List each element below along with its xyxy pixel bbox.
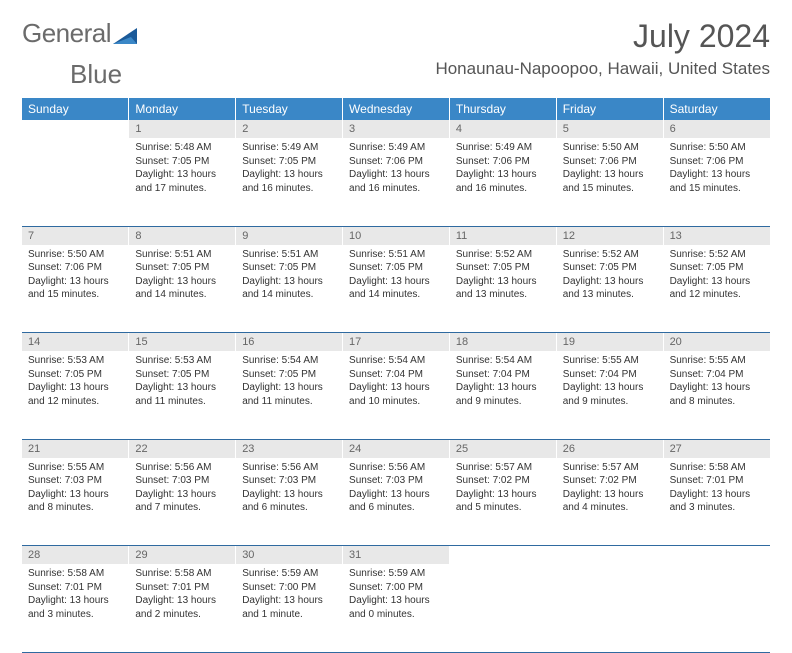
day-content-cell: Sunrise: 5:53 AMSunset: 7:05 PMDaylight:… <box>129 351 236 439</box>
day-number-cell: 16 <box>236 333 343 352</box>
day-number-cell: 4 <box>449 120 556 138</box>
day-number-cell: 11 <box>449 226 556 245</box>
day-number-cell <box>663 546 770 565</box>
day-content-cell: Sunrise: 5:49 AMSunset: 7:06 PMDaylight:… <box>449 138 556 226</box>
calendar-table: Sunday Monday Tuesday Wednesday Thursday… <box>22 98 770 653</box>
day-number-cell: 17 <box>343 333 450 352</box>
day-content-cell: Sunrise: 5:52 AMSunset: 7:05 PMDaylight:… <box>556 245 663 333</box>
day-content-cell: Sunrise: 5:53 AMSunset: 7:05 PMDaylight:… <box>22 351 129 439</box>
location-text: Honaunau-Napoopoo, Hawaii, United States <box>435 59 770 79</box>
day-content-cell <box>556 564 663 652</box>
day-number-cell: 8 <box>129 226 236 245</box>
month-title: July 2024 <box>435 18 770 55</box>
brand-name-1: General <box>22 18 111 49</box>
day-number-cell: 26 <box>556 439 663 458</box>
day-content-cell: Sunrise: 5:48 AMSunset: 7:05 PMDaylight:… <box>129 138 236 226</box>
day-number-cell: 30 <box>236 546 343 565</box>
day-content-cell: Sunrise: 5:54 AMSunset: 7:05 PMDaylight:… <box>236 351 343 439</box>
weekday-header-row: Sunday Monday Tuesday Wednesday Thursday… <box>22 98 770 120</box>
day-number-cell <box>556 546 663 565</box>
day-content-row: Sunrise: 5:58 AMSunset: 7:01 PMDaylight:… <box>22 564 770 652</box>
day-content-cell: Sunrise: 5:51 AMSunset: 7:05 PMDaylight:… <box>343 245 450 333</box>
day-content-cell: Sunrise: 5:50 AMSunset: 7:06 PMDaylight:… <box>22 245 129 333</box>
day-number-cell: 1 <box>129 120 236 138</box>
day-content-cell: Sunrise: 5:56 AMSunset: 7:03 PMDaylight:… <box>343 458 450 546</box>
day-number-cell: 22 <box>129 439 236 458</box>
day-content-cell: Sunrise: 5:52 AMSunset: 7:05 PMDaylight:… <box>663 245 770 333</box>
day-content-cell: Sunrise: 5:52 AMSunset: 7:05 PMDaylight:… <box>449 245 556 333</box>
day-content-cell: Sunrise: 5:51 AMSunset: 7:05 PMDaylight:… <box>129 245 236 333</box>
day-number-row: 14151617181920 <box>22 333 770 352</box>
day-number-cell <box>449 546 556 565</box>
day-number-cell: 2 <box>236 120 343 138</box>
day-number-cell: 7 <box>22 226 129 245</box>
day-content-cell: Sunrise: 5:51 AMSunset: 7:05 PMDaylight:… <box>236 245 343 333</box>
logo-triangle-icon <box>113 22 141 53</box>
day-number-cell <box>22 120 129 138</box>
day-number-cell: 29 <box>129 546 236 565</box>
day-number-cell: 12 <box>556 226 663 245</box>
day-content-cell: Sunrise: 5:58 AMSunset: 7:01 PMDaylight:… <box>129 564 236 652</box>
day-number-cell: 28 <box>22 546 129 565</box>
title-block: July 2024 Honaunau-Napoopoo, Hawaii, Uni… <box>435 18 770 79</box>
day-content-cell: Sunrise: 5:54 AMSunset: 7:04 PMDaylight:… <box>449 351 556 439</box>
day-number-row: 28293031 <box>22 546 770 565</box>
day-content-cell <box>22 138 129 226</box>
day-content-cell: Sunrise: 5:59 AMSunset: 7:00 PMDaylight:… <box>236 564 343 652</box>
day-content-cell: Sunrise: 5:50 AMSunset: 7:06 PMDaylight:… <box>663 138 770 226</box>
weekday-thursday: Thursday <box>449 98 556 120</box>
day-number-cell: 5 <box>556 120 663 138</box>
day-content-row: Sunrise: 5:53 AMSunset: 7:05 PMDaylight:… <box>22 351 770 439</box>
weekday-monday: Monday <box>129 98 236 120</box>
day-content-cell: Sunrise: 5:49 AMSunset: 7:05 PMDaylight:… <box>236 138 343 226</box>
day-number-cell: 24 <box>343 439 450 458</box>
day-number-cell: 23 <box>236 439 343 458</box>
day-content-cell: Sunrise: 5:56 AMSunset: 7:03 PMDaylight:… <box>129 458 236 546</box>
calendar-body: 123456Sunrise: 5:48 AMSunset: 7:05 PMDay… <box>22 120 770 652</box>
day-content-cell: Sunrise: 5:55 AMSunset: 7:03 PMDaylight:… <box>22 458 129 546</box>
day-number-row: 21222324252627 <box>22 439 770 458</box>
day-content-cell <box>663 564 770 652</box>
day-content-cell: Sunrise: 5:57 AMSunset: 7:02 PMDaylight:… <box>556 458 663 546</box>
day-content-cell: Sunrise: 5:58 AMSunset: 7:01 PMDaylight:… <box>22 564 129 652</box>
day-number-cell: 21 <box>22 439 129 458</box>
day-number-cell: 18 <box>449 333 556 352</box>
day-number-row: 78910111213 <box>22 226 770 245</box>
day-content-row: Sunrise: 5:48 AMSunset: 7:05 PMDaylight:… <box>22 138 770 226</box>
day-content-cell <box>449 564 556 652</box>
day-number-cell: 20 <box>663 333 770 352</box>
day-number-cell: 13 <box>663 226 770 245</box>
day-content-row: Sunrise: 5:50 AMSunset: 7:06 PMDaylight:… <box>22 245 770 333</box>
day-content-cell: Sunrise: 5:59 AMSunset: 7:00 PMDaylight:… <box>343 564 450 652</box>
day-number-cell: 6 <box>663 120 770 138</box>
weekday-friday: Friday <box>556 98 663 120</box>
weekday-saturday: Saturday <box>663 98 770 120</box>
day-content-cell: Sunrise: 5:56 AMSunset: 7:03 PMDaylight:… <box>236 458 343 546</box>
day-content-cell: Sunrise: 5:49 AMSunset: 7:06 PMDaylight:… <box>343 138 450 226</box>
day-number-cell: 27 <box>663 439 770 458</box>
day-number-cell: 14 <box>22 333 129 352</box>
day-content-cell: Sunrise: 5:54 AMSunset: 7:04 PMDaylight:… <box>343 351 450 439</box>
weekday-wednesday: Wednesday <box>343 98 450 120</box>
day-number-cell: 31 <box>343 546 450 565</box>
day-number-cell: 10 <box>343 226 450 245</box>
day-number-row: 123456 <box>22 120 770 138</box>
weekday-tuesday: Tuesday <box>236 98 343 120</box>
day-content-cell: Sunrise: 5:57 AMSunset: 7:02 PMDaylight:… <box>449 458 556 546</box>
day-number-cell: 19 <box>556 333 663 352</box>
day-content-cell: Sunrise: 5:55 AMSunset: 7:04 PMDaylight:… <box>556 351 663 439</box>
day-content-row: Sunrise: 5:55 AMSunset: 7:03 PMDaylight:… <box>22 458 770 546</box>
brand-logo: General <box>22 18 141 53</box>
day-number-cell: 25 <box>449 439 556 458</box>
day-content-cell: Sunrise: 5:55 AMSunset: 7:04 PMDaylight:… <box>663 351 770 439</box>
day-number-cell: 9 <box>236 226 343 245</box>
day-content-cell: Sunrise: 5:50 AMSunset: 7:06 PMDaylight:… <box>556 138 663 226</box>
day-number-cell: 15 <box>129 333 236 352</box>
day-content-cell: Sunrise: 5:58 AMSunset: 7:01 PMDaylight:… <box>663 458 770 546</box>
day-number-cell: 3 <box>343 120 450 138</box>
weekday-sunday: Sunday <box>22 98 129 120</box>
